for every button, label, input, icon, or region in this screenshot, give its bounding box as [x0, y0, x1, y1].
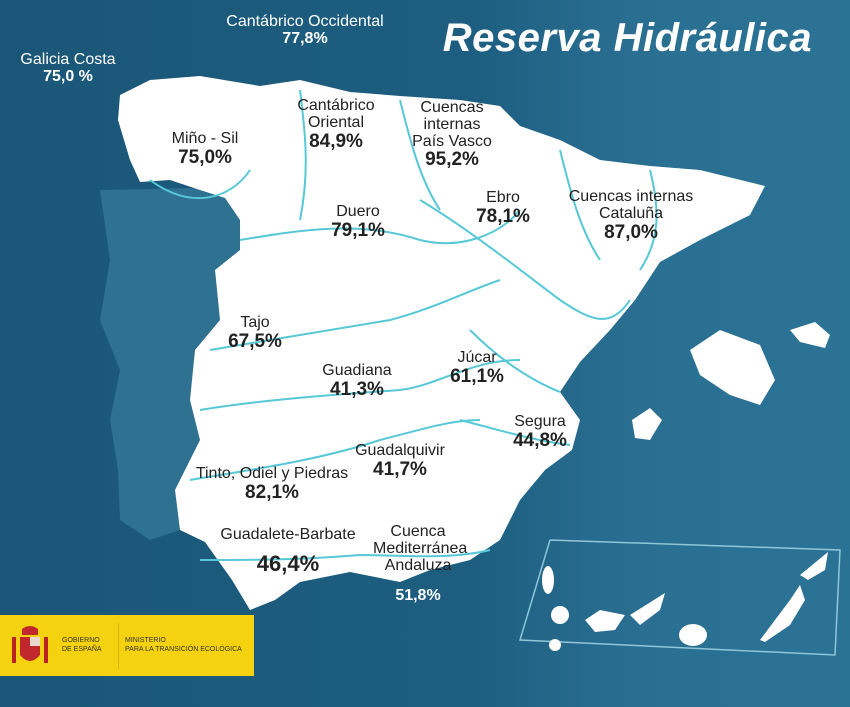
basin-name: Guadiana	[322, 362, 392, 379]
basin-pais-vasco: Cuencas internas País Vasco 95,2%	[410, 99, 495, 171]
basin-segura: Segura 44,8%	[513, 413, 567, 451]
basin-cantabrico-occidental: Cantábrico Occidental 77,8%	[226, 13, 384, 48]
basin-tinto-odiel-piedras: Tinto, Odiel y Piedras 82,1%	[195, 465, 349, 503]
logo-line-3: MINISTERIO	[125, 636, 166, 644]
coat-of-arms-icon	[12, 625, 48, 663]
basin-value: 79,1%	[331, 219, 385, 241]
basin-name: Guadalete-Barbate	[220, 526, 356, 543]
basin-guadalete-barbate: Guadalete-Barbate 46,4%	[220, 526, 356, 576]
basin-cataluna: Cuencas internas Cataluña 87,0%	[561, 188, 701, 243]
spain-mainland	[118, 76, 765, 610]
basin-name: Miño - Sil	[171, 130, 239, 147]
basin-value: 67,5%	[228, 330, 282, 352]
basin-value: 41,3%	[330, 378, 384, 400]
portugal-shape	[100, 188, 240, 540]
basin-name: Cuencas internas Cataluña	[568, 188, 694, 222]
basin-name: Cuenca Mediterránea Andaluza	[373, 523, 468, 574]
basin-name: Tinto, Odiel y Piedras	[195, 465, 349, 482]
basin-value: 41,7%	[373, 458, 427, 480]
basin-name: Duero	[336, 203, 380, 220]
basin-value: 61,1%	[450, 365, 504, 387]
basin-value: 51,8%	[395, 587, 441, 605]
basin-name: Guadalquivir	[355, 442, 445, 459]
basin-value: 75,0 %	[43, 67, 93, 85]
ibiza	[632, 408, 662, 440]
basin-value: 82,1%	[245, 481, 299, 503]
basin-mino-sil: Miño - Sil 75,0%	[171, 130, 239, 168]
basin-guadiana: Guadiana 41,3%	[322, 362, 392, 400]
basin-mediterranea-andaluza: Cuenca Mediterránea Andaluza 51,8%	[373, 523, 468, 605]
basin-name: Júcar	[457, 349, 497, 366]
basin-value: 84,9%	[309, 130, 363, 152]
basin-value: 78,1%	[476, 205, 530, 227]
logo-line-2: DE ESPAÑA	[62, 645, 102, 653]
basin-ebro: Ebro 78,1%	[476, 189, 530, 227]
canary-inset-frame	[519, 539, 841, 656]
basin-cantabrico-oriental: Cantábrico Oriental 84,9%	[291, 97, 381, 152]
basin-name: Ebro	[486, 189, 520, 206]
rivers	[149, 89, 658, 561]
balearic-islands	[632, 322, 830, 440]
basin-value: 77,8%	[282, 29, 328, 47]
basin-guadalquivir: Guadalquivir 41,7%	[355, 442, 445, 480]
basin-duero: Duero 79,1%	[331, 203, 385, 241]
logo-line-1: GOBIERNO	[62, 636, 100, 644]
basin-jucar: Júcar 61,1%	[450, 349, 504, 387]
mallorca	[690, 330, 775, 405]
menorca	[790, 322, 830, 348]
basin-name: Cuencas internas País Vasco	[412, 99, 492, 150]
government-logo: GOBIERNO DE ESPAÑA MINISTERIO PARA LA TRAN…	[0, 615, 254, 676]
basin-name: Cantábrico Occidental	[226, 13, 384, 30]
canary-islands	[542, 552, 828, 651]
basin-name: Segura	[514, 413, 566, 430]
basin-name: Cantábrico Oriental	[297, 97, 375, 131]
basin-value: 87,0%	[604, 221, 658, 243]
basin-value: 44,8%	[513, 429, 567, 451]
basin-tajo: Tajo 67,5%	[228, 314, 282, 352]
basin-value: 75,0%	[178, 146, 232, 168]
logo-divider	[118, 622, 119, 669]
page-title: Reserva Hidráulica	[442, 16, 812, 60]
basin-value: 46,4%	[256, 550, 320, 576]
basin-galicia-costa: Galicia Costa 75,0 %	[20, 51, 116, 86]
basin-name: Tajo	[240, 314, 270, 331]
basin-name: Galicia Costa	[20, 51, 116, 68]
logo-line-4: PARA LA TRANSICIÓN ECOLÓGICA	[125, 645, 242, 653]
basin-value: 95,2%	[425, 149, 479, 171]
